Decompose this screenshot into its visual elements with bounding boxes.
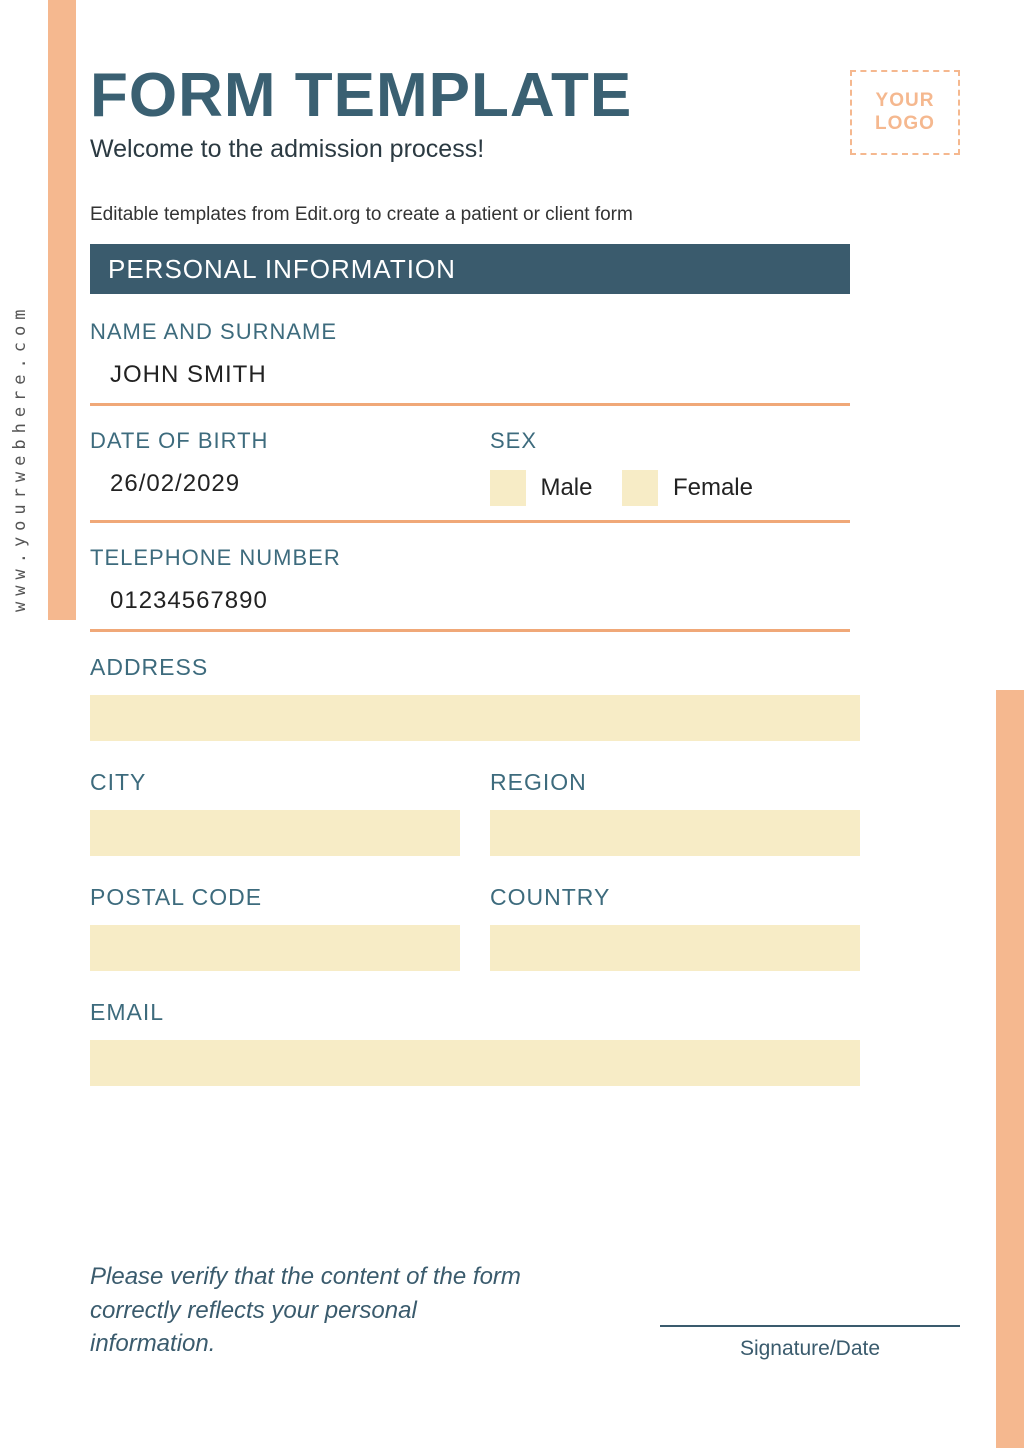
sex-option-female[interactable]: Female: [622, 470, 752, 506]
address-label: ADDRESS: [90, 654, 860, 681]
country-input[interactable]: [490, 925, 860, 971]
logo-text: YOUR LOGO: [852, 90, 958, 136]
divider: [90, 403, 850, 406]
email-label: EMAIL: [90, 999, 860, 1026]
postal-label: POSTAL CODE: [90, 884, 460, 911]
region-input[interactable]: [490, 810, 860, 856]
accent-bar-right: [996, 690, 1024, 1448]
header: FORM TEMPLATE Welcome to the admission p…: [90, 60, 960, 164]
sex-col: SEX Male Female: [490, 428, 850, 520]
header-text: FORM TEMPLATE Welcome to the admission p…: [90, 60, 632, 164]
region-label: REGION: [490, 769, 860, 796]
accent-bar-left: [48, 0, 76, 620]
main-content: FORM TEMPLATE Welcome to the admission p…: [90, 60, 960, 1086]
address-grid: ADDRESS CITY REGION POSTAL CODE: [90, 654, 860, 1086]
page-subtitle: Welcome to the admission process!: [90, 135, 632, 164]
signature-label: Signature/Date: [660, 1337, 960, 1361]
sex-option-male[interactable]: Male: [490, 470, 592, 506]
sex-label: SEX: [490, 428, 850, 454]
intro-text: Editable templates from Edit.org to crea…: [90, 204, 960, 226]
checkbox-icon[interactable]: [490, 470, 526, 506]
divider: [90, 520, 850, 523]
city-label: CITY: [90, 769, 460, 796]
postal-input[interactable]: [90, 925, 460, 971]
footer: Please verify that the content of the fo…: [90, 1260, 960, 1361]
address-input[interactable]: [90, 695, 860, 741]
name-value[interactable]: JOHN SMITH: [90, 361, 960, 389]
verify-text: Please verify that the content of the fo…: [90, 1260, 530, 1361]
section-header: PERSONAL INFORMATION: [90, 244, 850, 294]
divider: [90, 629, 850, 632]
logo-placeholder: YOUR LOGO: [850, 70, 960, 155]
checkbox-icon[interactable]: [622, 470, 658, 506]
dob-col: DATE OF BIRTH 26/02/2029: [90, 428, 450, 520]
email-input[interactable]: [90, 1040, 860, 1086]
tel-label: TELEPHONE NUMBER: [90, 545, 960, 571]
section-title: PERSONAL INFORMATION: [108, 254, 456, 285]
signature-block: Signature/Date: [660, 1325, 960, 1361]
form-area: NAME AND SURNAME JOHN SMITH DATE OF BIRT…: [90, 319, 960, 1086]
dob-label: DATE OF BIRTH: [90, 428, 450, 454]
sex-options: Male Female: [490, 470, 850, 506]
page-title: FORM TEMPLATE: [90, 60, 632, 131]
dob-sex-row: DATE OF BIRTH 26/02/2029 SEX Male Female: [90, 428, 850, 520]
name-label: NAME AND SURNAME: [90, 319, 960, 345]
signature-line[interactable]: [660, 1325, 960, 1327]
vertical-url: www.yourwebhere.com: [10, 292, 30, 612]
country-label: COUNTRY: [490, 884, 860, 911]
dob-value[interactable]: 26/02/2029: [90, 470, 450, 498]
male-label: Male: [540, 474, 592, 501]
city-input[interactable]: [90, 810, 460, 856]
female-label: Female: [673, 474, 753, 501]
tel-value[interactable]: 01234567890: [90, 587, 960, 615]
